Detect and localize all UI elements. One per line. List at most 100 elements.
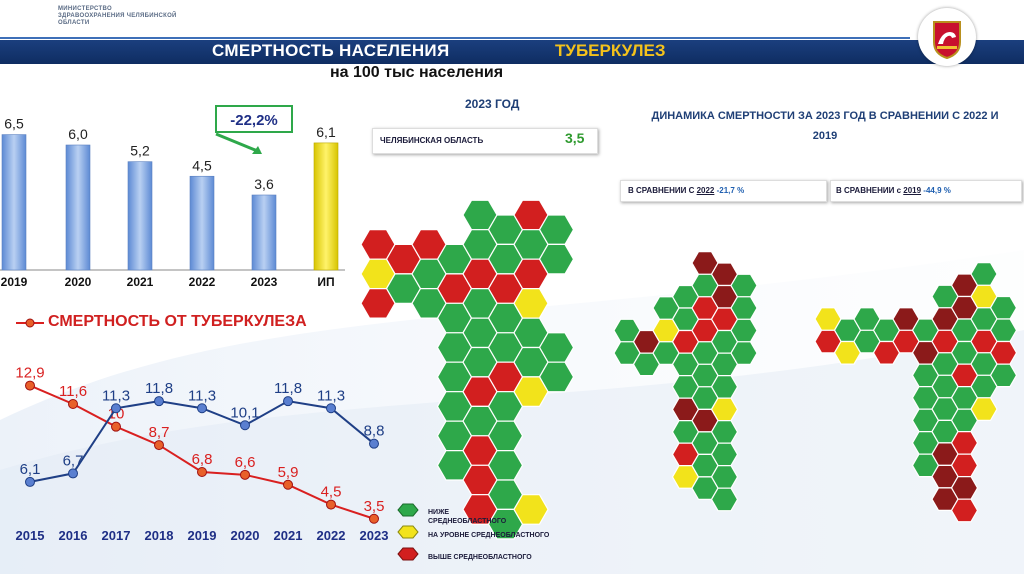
series-point (68, 399, 78, 409)
series-point (326, 403, 336, 414)
map-2022-hex (730, 341, 758, 365)
legend-label-below: НИЖЕ СРЕДНЕОБЛАСТНОГО (428, 509, 507, 525)
series-value-label: 10,1 (230, 404, 259, 421)
map-2019-hex (970, 374, 998, 399)
header-bar (0, 40, 1024, 64)
map-2023-hex (513, 376, 549, 407)
line-legend-dot (25, 318, 35, 328)
bar-value-label: 6,0 (68, 126, 88, 142)
series-value-label: 11,3 (102, 387, 130, 404)
series-point (240, 420, 250, 431)
map-2022-hex (730, 318, 758, 343)
map-2019-hex (970, 397, 998, 421)
bar-2023 (251, 194, 277, 271)
series-point (25, 380, 35, 391)
compare-2022-value: -21,7 % (716, 186, 745, 195)
map-2023-hex (411, 288, 447, 319)
series-value-label: 8,8 (364, 423, 385, 440)
series-value-label: 8,7 (149, 424, 170, 441)
series-point (197, 403, 207, 414)
change-arrow-head (252, 146, 262, 154)
series-value-label: 4,5 (321, 484, 342, 501)
series-value-label: 11,8 (145, 380, 173, 397)
bar-2022 (189, 175, 215, 271)
series-value-label: 6,6 (235, 454, 256, 471)
legend-swatch-above (397, 547, 419, 561)
x-tick-label: 2022 (317, 528, 346, 543)
series-value-label: 11,6 (59, 383, 87, 400)
series-point (283, 479, 293, 490)
x-tick-label: 2023 (360, 528, 389, 543)
page-title: СМЕРТНОСТЬ НАСЕЛЕНИЯ (212, 41, 450, 60)
legend-label-above: ВЫШЕ СРЕДНЕОБЛАСТНОГО (428, 554, 532, 561)
x-tick-label: 2017 (102, 528, 131, 543)
series-value-label: 6,7 (63, 452, 84, 469)
bar-category-label: 2023 (251, 275, 278, 289)
change-arrow (215, 132, 261, 154)
series-point (326, 499, 336, 510)
bar-value-label: 4,5 (192, 157, 212, 173)
series-point (369, 438, 379, 449)
compare-2019-year: 2019 (903, 186, 922, 195)
series-value-label: 6,8 (192, 451, 213, 468)
bar-category-label: 2022 (189, 275, 216, 289)
compare-2019-box (830, 180, 1022, 202)
legend-label-equal: НА УРОВНЕ СРЕДНЕОБЛАСТНОГО (428, 532, 550, 539)
header-accent-line (0, 37, 910, 39)
map-2022-hex (730, 296, 758, 320)
series-value-label: 11,3 (317, 387, 345, 404)
series-point (111, 421, 121, 432)
page-subtitle: на 100 тыс населения (330, 64, 504, 81)
x-tick-label: 2021 (274, 528, 303, 543)
compare-2019-text: В СРАВНЕНИИ с 2019 -44,9 % (836, 186, 951, 195)
x-tick-label: 2015 (16, 528, 45, 543)
compare-2019-prefix: В СРАВНЕНИИ с (836, 186, 904, 195)
bar-category-label: 2021 (127, 275, 154, 289)
bar-chart: 6,5 2019 6,0 2020 5,2 2021 4,5 2022 3,6 2023 6,1 ИП… (0, 105, 345, 289)
x-tick-label: 2016 (59, 528, 88, 543)
coat-of-arms-icon (918, 8, 976, 66)
change-annotation-box (215, 105, 293, 133)
map-2023-hex (360, 288, 396, 319)
ministry-name: МИНИСТЕРСТВО ЗДРАВООХРАНЕНИЯ ЧЕЛЯБИНСКОЙ… (58, 6, 177, 26)
compare-2022-prefix: В СРАВНЕНИИ С (628, 186, 697, 195)
series-point (154, 396, 164, 407)
series-value-label: 3,5 (364, 498, 385, 515)
map-2019-hex (970, 262, 998, 286)
bar-category-label: 2020 (65, 275, 92, 289)
compare-2022-box (620, 180, 827, 202)
series-point (111, 403, 121, 414)
page-topic: ТУБЕРКУЛЕЗ (555, 41, 666, 60)
map-2019-hex (950, 498, 979, 523)
map-2023-hex (513, 494, 549, 525)
series-value-label: 12,9 (15, 365, 44, 382)
legend-swatch-equal (397, 525, 419, 539)
map-2022-hex (730, 273, 758, 298)
series-point (154, 440, 164, 451)
year-title: 2023 ГОД (465, 97, 520, 111)
dynamics-title: ДИНАМИКА СМЕРТНОСТИ ЗА 2023 ГОД В СРАВНЕ… (651, 110, 999, 142)
region-box (372, 128, 598, 154)
bar-2020 (65, 144, 91, 271)
compare-2022-year: 2022 (696, 186, 715, 195)
series-value-label: 11,8 (274, 380, 302, 397)
bar-value-label: 6,5 (4, 116, 24, 132)
bar-value-label: 5,2 (130, 143, 150, 159)
series-point (25, 476, 35, 487)
legend-swatches (397, 503, 419, 561)
series-value-label: 11,3 (188, 387, 216, 404)
region-label: ЧЕЛЯБИНСКАЯ ОБЛАСТЬ (380, 136, 484, 145)
legend-swatch-below (397, 503, 419, 517)
series-value-label: 5,9 (278, 464, 299, 481)
x-tick-label: 2020 (231, 528, 260, 543)
region-value: 3,5 (565, 130, 585, 146)
series-point (369, 513, 379, 524)
x-tick-label: 2018 (145, 528, 174, 543)
bar-2021 (127, 161, 153, 271)
bar-category-label: ИП (317, 275, 334, 289)
series-point (283, 396, 293, 407)
series-value-label: 6,1 (20, 461, 41, 478)
compare-2019-value: -44,9 % (923, 186, 951, 195)
